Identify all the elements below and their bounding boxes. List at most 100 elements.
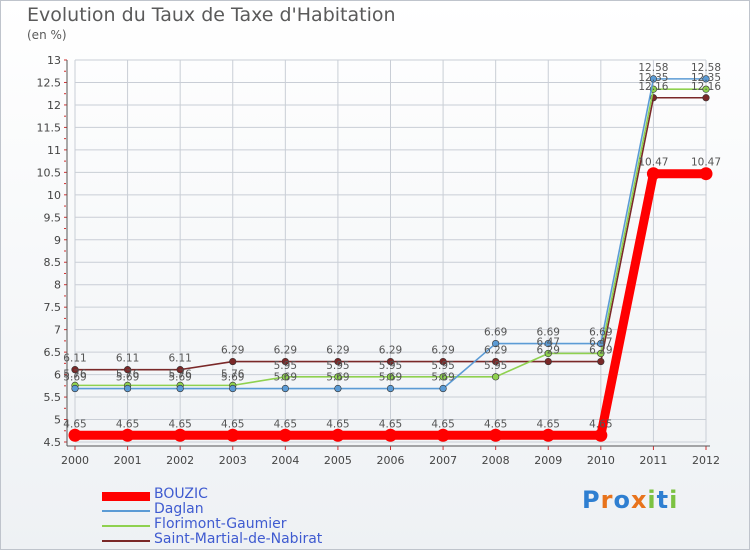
x-tick-label: 2004: [271, 454, 299, 467]
chart-title: Evolution du Taux de Taxe d'Habitation: [27, 4, 396, 26]
proxiti-logo: Proxiti: [582, 486, 678, 514]
y-tick-label: 12.5: [37, 76, 62, 89]
x-tick-label: 2009: [534, 454, 562, 467]
data-point: [646, 167, 660, 181]
data-label: 5.69: [63, 372, 86, 384]
logo-letter: i: [647, 486, 657, 514]
data-label: 6.11: [116, 353, 139, 365]
y-tick-label: 7.5: [44, 301, 62, 314]
data-point: [334, 373, 342, 381]
y-tick-label: 9.5: [44, 211, 62, 224]
axes: [64, 59, 710, 450]
data-label: 5.95: [379, 360, 402, 372]
legend-label: Saint-Martial-de-Nabirat: [154, 531, 323, 547]
data-label: 4.65: [379, 418, 402, 430]
y-tick-label: 13: [47, 54, 61, 67]
logo-letter: r: [600, 486, 614, 514]
data-label: 5.95: [274, 360, 297, 372]
data-point: [544, 357, 552, 366]
data-label: 6.29: [431, 345, 454, 357]
data-label: 5.76: [116, 368, 140, 380]
y-tick-label: 10: [47, 189, 61, 202]
y-tick-label: 10.5: [37, 166, 62, 179]
data-point: [68, 428, 82, 442]
data-label: 12.16: [691, 81, 721, 93]
legend-swatch: [102, 540, 150, 542]
x-tick-label: 2005: [324, 454, 352, 467]
data-label: 6.29: [379, 345, 402, 357]
data-label: 6.29: [326, 345, 349, 357]
data-label: 5.69: [116, 372, 139, 384]
data-label: 4.65: [63, 418, 86, 430]
data-label: 12.58: [691, 62, 721, 74]
data-label: 5.69: [379, 372, 402, 384]
data-point: [489, 428, 503, 442]
data-point: [702, 75, 710, 83]
y-tick-label: 11: [47, 144, 61, 157]
data-point: [173, 428, 187, 442]
data-point: [281, 384, 289, 393]
logo-letter: P: [582, 486, 601, 514]
data-point: [439, 357, 447, 366]
data-point: [544, 339, 552, 348]
data-point: [71, 384, 79, 393]
x-tick-label: 2000: [61, 454, 89, 467]
data-label: 6.11: [63, 353, 86, 365]
data-point: [492, 357, 500, 366]
logo-letter: i: [669, 486, 679, 514]
y-tick-label: 5.5: [44, 391, 62, 404]
data-label: 4.65: [537, 418, 560, 430]
y-tick-label: 9: [54, 234, 61, 247]
data-point: [281, 373, 289, 381]
y-tick-label: 11.5: [37, 121, 62, 134]
legend-label: BOUZIC: [154, 486, 208, 502]
data-point: [176, 384, 184, 393]
x-tick-labels: 2000 2001 2002 2003 2004 2005 2006 2007 2008 2009…: [61, 454, 720, 467]
data-point: [386, 373, 395, 381]
data-point: [597, 357, 605, 366]
x-tick-label: 2010: [587, 454, 615, 467]
data-point: [386, 384, 395, 393]
y-tick-label: 8: [54, 279, 61, 292]
data-point: [699, 167, 713, 181]
data-point: [281, 357, 289, 366]
data-point: [594, 428, 608, 442]
y-tick-label: 4.5: [44, 436, 62, 449]
grid-lines: [74, 59, 707, 443]
data-label: 5.95: [431, 360, 454, 372]
data-point: [597, 349, 605, 358]
data-point: [123, 366, 132, 374]
data-label: 6.29: [274, 345, 297, 357]
data-label: 10.47: [691, 157, 721, 169]
data-point: [123, 384, 132, 393]
data-label: 5.69: [221, 372, 244, 384]
data-point: [334, 357, 342, 366]
legend-label: Daglan: [154, 501, 204, 517]
data-point: [386, 357, 395, 366]
series-lines: [68, 75, 713, 442]
x-tick-label: 2011: [639, 454, 667, 467]
data-label: 5.69: [274, 372, 297, 384]
legend-swatch: [102, 491, 150, 501]
data-point: [71, 366, 79, 374]
data-point: [229, 384, 237, 393]
data-point: [436, 428, 450, 442]
data-point: [331, 428, 345, 442]
x-tick-label: 2002: [166, 454, 194, 467]
x-tick-label: 2003: [219, 454, 247, 467]
logo-letter: o: [613, 486, 631, 514]
data-label: 5.76: [221, 368, 245, 380]
legend-label: Florimont-Gaumier: [154, 516, 287, 532]
data-label: 6.29: [537, 345, 560, 357]
chart-subtitle: (en %): [27, 28, 67, 42]
data-point: [176, 366, 184, 374]
data-label: 6.69: [484, 327, 507, 339]
data-label: 12.35: [638, 72, 668, 84]
data-label: 6.69: [589, 327, 612, 339]
data-point: [384, 428, 397, 442]
data-label: 6.47: [589, 336, 612, 348]
data-label: 6.47: [537, 336, 560, 348]
data-label: 4.65: [221, 418, 244, 430]
data-label: 5.76: [63, 368, 87, 380]
